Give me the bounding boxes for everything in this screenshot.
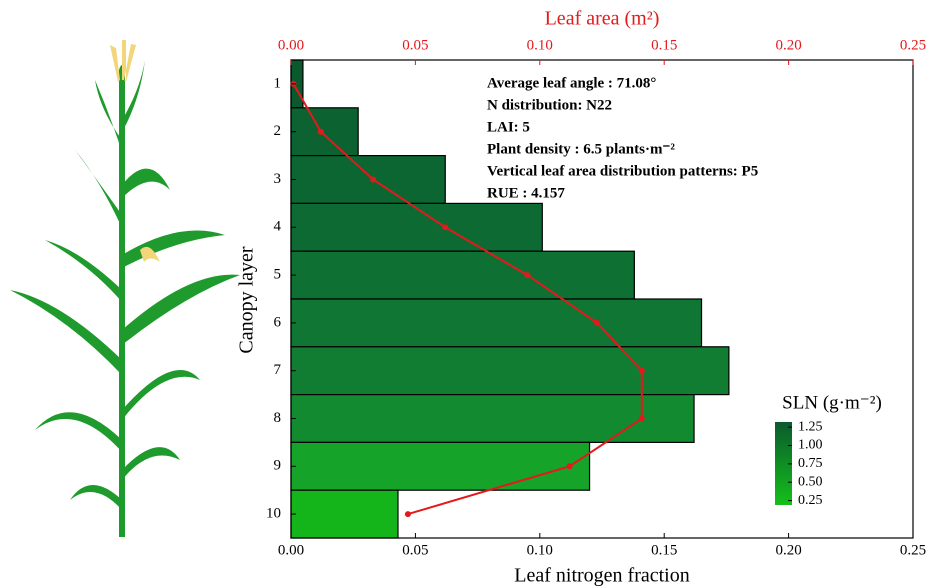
y-tick-label: 10 <box>266 506 281 522</box>
x2-tick-label: 0.25 <box>900 37 926 53</box>
y-tick-label: 7 <box>274 362 282 378</box>
x-tick-label: 0.15 <box>651 542 677 558</box>
line-marker <box>442 224 448 230</box>
line-marker <box>405 511 411 517</box>
colorbar-title: SLN (g·m⁻²) <box>782 392 882 413</box>
colorbar-tick-label: 0.75 <box>798 456 823 471</box>
plant-illustration <box>10 40 240 537</box>
line-marker <box>370 177 376 183</box>
x2-tick-label: 0.20 <box>775 37 801 53</box>
annotation: RUE : 4.157 <box>487 185 565 201</box>
line-marker <box>639 368 645 374</box>
x-tick-label: 0.05 <box>402 542 428 558</box>
x-tick-label: 0.20 <box>775 542 801 558</box>
x-tick-label: 0.25 <box>900 542 926 558</box>
line-marker <box>594 320 600 326</box>
colorbar-tick-label: 0.25 <box>798 493 823 508</box>
y-tick-label: 4 <box>274 219 282 235</box>
line-marker <box>524 272 530 278</box>
bar <box>291 395 694 443</box>
colorbar-tick-label: 0.50 <box>798 474 823 489</box>
chart: Leaf area (m²) Leaf nitrogen fraction Ca… <box>0 0 932 588</box>
y-tick-label: 3 <box>274 171 282 187</box>
x-axis-title: Leaf nitrogen fraction <box>514 565 689 587</box>
bar <box>291 299 702 347</box>
bar <box>291 108 358 156</box>
colorbar-tick-label: 1.25 <box>798 419 823 434</box>
annotation: Vertical leaf area distribution patterns… <box>487 163 758 179</box>
annotation: Average leaf angle : 71.08° <box>487 75 656 91</box>
bar <box>291 347 729 395</box>
y-tick-label: 9 <box>274 458 282 474</box>
y-tick-label: 1 <box>274 75 282 91</box>
x-tick-label: 0.10 <box>527 542 553 558</box>
x2-tick-label: 0.10 <box>527 37 553 53</box>
line-marker <box>318 129 324 135</box>
line-marker <box>567 463 573 469</box>
bar <box>291 490 398 538</box>
y-tick-label: 8 <box>274 410 282 426</box>
x2-tick-label: 0.15 <box>651 37 677 53</box>
annotation: N distribution: N22 <box>487 97 612 113</box>
y-tick-label: 2 <box>274 123 282 139</box>
bar <box>291 251 634 299</box>
y-tick-label: 5 <box>274 267 282 283</box>
bar <box>291 203 542 251</box>
x-tick-label: 0.00 <box>278 542 304 558</box>
annotation: Plant density : 6.5 plants·m⁻² <box>487 141 675 157</box>
y-axis-title: Canopy layer <box>236 246 258 354</box>
x2-tick-label: 0.00 <box>278 37 304 53</box>
x2-axis-title: Leaf area (m²) <box>545 8 660 30</box>
line-marker <box>639 416 645 422</box>
bar <box>291 156 445 204</box>
annotation: LAI: 5 <box>487 119 530 135</box>
bar <box>291 442 590 490</box>
y-tick-label: 6 <box>274 314 282 330</box>
x2-tick-label: 0.05 <box>402 37 428 53</box>
colorbar-tick-label: 1.00 <box>798 438 823 453</box>
